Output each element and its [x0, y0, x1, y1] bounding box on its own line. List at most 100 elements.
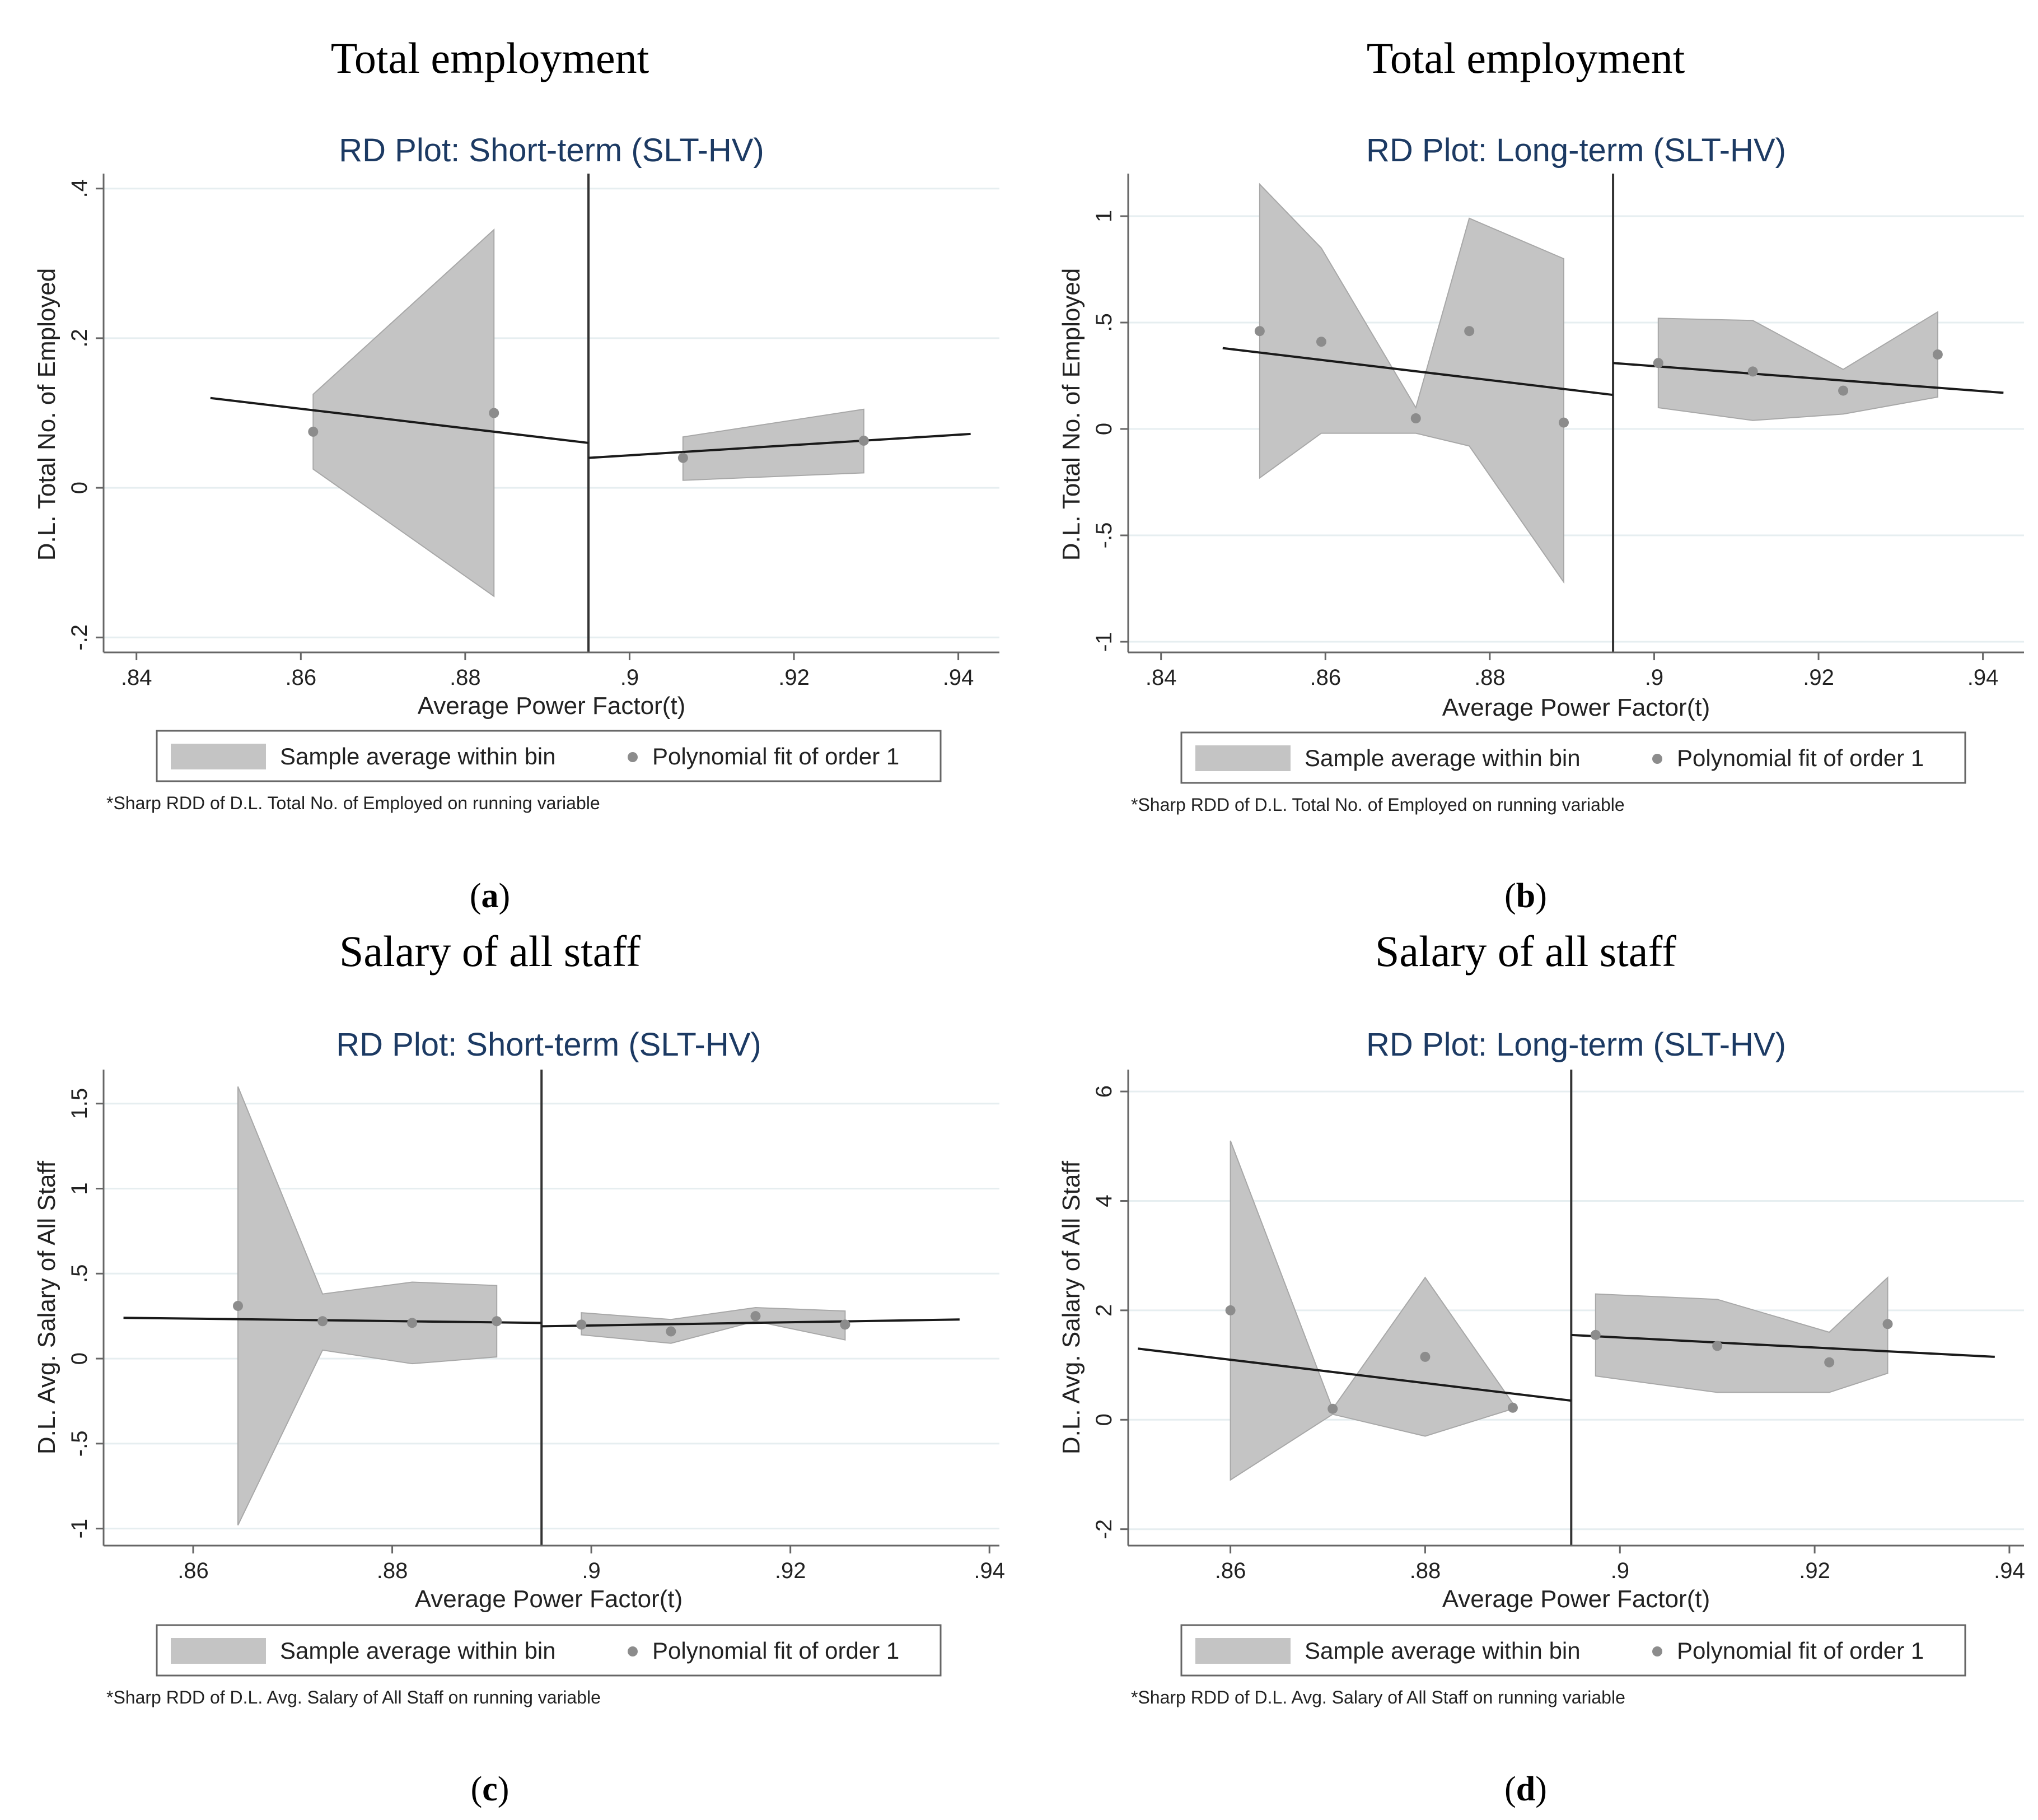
- panel-b-bin-point-8: [1932, 349, 1943, 360]
- panel-d-x-tick-label-1: .88: [1410, 1558, 1441, 1583]
- panel-c-y-tick-label-0: -1: [67, 1519, 92, 1539]
- panel-a-y-tick-label-2: .2: [67, 329, 92, 347]
- panel-c-bin-point-3: [492, 1316, 502, 1327]
- panel-b-bin-point-2: [1410, 413, 1421, 423]
- panel-a-plot-title: RD Plot: Short-term (SLT-HV): [339, 132, 764, 169]
- panel-d-x-axis-label: Average Power Factor(t): [1442, 1585, 1710, 1613]
- panel-c-bin-point-2: [407, 1318, 418, 1328]
- panel-a-fit-line-left: [210, 396, 589, 444]
- panel-b-ci-band-right: [1657, 311, 1938, 421]
- panel-b-fit-line-right: [1612, 362, 2004, 394]
- panel-a-bin-point-1: [489, 408, 499, 418]
- panel-c-ci-band-left: [237, 1086, 498, 1526]
- panel-d-legend-dot-marker: [1652, 1646, 1662, 1656]
- panel-c-y-tick-label-4: 1: [67, 1182, 92, 1194]
- panel-d-bin-point-5: [1712, 1341, 1723, 1351]
- panel-b-y-tick-label-2: 0: [1092, 423, 1116, 435]
- panel-a-x-tick-label-3: .9: [620, 665, 639, 690]
- panel-b-bin-point-3: [1464, 326, 1475, 337]
- panel-d-legend-band-label: Sample average within bin: [1305, 1637, 1581, 1664]
- panel-c-legend-dot-marker: [628, 1646, 638, 1656]
- panel-b-y-axis-label: D.L. Total No. of Employed: [1058, 268, 1085, 561]
- panel-c-legend-band-label: Sample average within bin: [280, 1637, 556, 1664]
- panel-d-legend-band-swatch: [1195, 1638, 1291, 1664]
- panel-c-note: *Sharp RDD of D.L. Avg. Salary of All St…: [106, 1687, 601, 1707]
- panel-b-bin-point-4: [1558, 417, 1569, 428]
- panel-b-bin-point-0: [1254, 326, 1265, 337]
- panel-b-legend-band-swatch: [1195, 745, 1291, 771]
- panel-a-x-tick-label-4: .92: [778, 665, 810, 690]
- panel-c-y-tick-label-3: .5: [67, 1264, 92, 1283]
- panel-d-letter-value: d: [1516, 1770, 1535, 1808]
- panel-a-bin-point-0: [308, 426, 319, 437]
- panel-c-bin-point-1: [317, 1316, 328, 1327]
- panel-c-fit-line-right: [541, 1318, 960, 1328]
- panel-a-note: *Sharp RDD of D.L. Total No. of Employed…: [106, 793, 600, 813]
- panel-b-y-tick-label-1: -.5: [1092, 522, 1116, 549]
- panel-a: Total employment RD Plot: Short-term (SL…: [33, 34, 999, 915]
- panel-d-y-axis-label: D.L. Avg. Salary of All Staff: [1058, 1160, 1085, 1454]
- panel-a-legend: Sample average within bin Polynomial fit…: [156, 730, 942, 782]
- panel-a-ci-band-right: [682, 408, 864, 481]
- panel-d-y-tick-label-3: 4: [1092, 1194, 1116, 1207]
- panel-d-y-tick-label-4: 6: [1092, 1085, 1116, 1098]
- panel-a-x-tick-label-0: .84: [121, 665, 152, 690]
- panel-c-bin-point-7: [840, 1319, 850, 1330]
- panel-c-y-axis-label: D.L. Avg. Salary of All Staff: [33, 1160, 60, 1454]
- panel-d: Salary of all staff RD Plot: Long-term (…: [1058, 927, 2025, 1808]
- panel-a-y-tick-label-1: 0: [67, 482, 92, 494]
- panel-b-x-tick-label-0: .84: [1146, 665, 1177, 690]
- panel-c-bin-point-5: [666, 1326, 676, 1337]
- panel-b-x-tick-label-1: .86: [1310, 665, 1341, 690]
- panel-a-fit-line-right: [588, 432, 971, 459]
- panel-a-letter-value: a: [482, 877, 499, 915]
- panel-c-legend-dot-label: Polynomial fit of order 1: [652, 1637, 899, 1664]
- panel-b-letter-value: b: [1516, 877, 1535, 915]
- panel-b-bin-point-6: [1747, 366, 1758, 377]
- panel-a-plot: -.2 0 .2 .4 .84 .86 .88 .9 .92 .94: [67, 174, 999, 690]
- panel-a-y-tick-label-3: .4: [67, 179, 92, 198]
- panel-b-legend-band-label: Sample average within bin: [1305, 745, 1581, 771]
- panel-c-ci-band-right: [581, 1306, 846, 1344]
- panel-c-fit-line-left: [123, 1317, 542, 1324]
- panel-d-legend: Sample average within bin Polynomial fit…: [1180, 1624, 1966, 1677]
- panel-b-y-tick-label-3: .5: [1092, 313, 1116, 332]
- panel-c-x-tick-label-0: .86: [177, 1558, 209, 1583]
- panel-c-bin-point-4: [576, 1319, 587, 1330]
- panel-c-letter-value: c: [482, 1770, 498, 1808]
- panel-c: Salary of all staff RD Plot: Short-term …: [33, 927, 1005, 1808]
- panel-d-bin-point-7: [1882, 1319, 1893, 1329]
- panel-d-x-tick-label-0: .86: [1215, 1558, 1246, 1583]
- panel-c-y-tick-label-2: 0: [67, 1352, 92, 1365]
- panel-a-x-axis-label: Average Power Factor(t): [418, 692, 685, 720]
- panel-b-ci-band-left: [1259, 183, 1564, 584]
- panel-c-x-tick-label-4: .94: [974, 1558, 1005, 1583]
- panel-b-x-tick-label-5: .94: [1967, 665, 1999, 690]
- panel-c-plot: -1 -.5 0 .5 1 1.5 .86 .88 .9 .92 .94: [67, 1070, 1005, 1583]
- panel-b-legend: Sample average within bin Polynomial fit…: [1180, 731, 1966, 784]
- panel-b-legend-dot-marker: [1652, 754, 1662, 764]
- panel-b-bin-point-1: [1316, 337, 1326, 347]
- panel-d-y-tick-label-1: 0: [1092, 1413, 1116, 1426]
- panel-c-x-axis-label: Average Power Factor(t): [415, 1585, 683, 1613]
- panel-d-note: *Sharp RDD of D.L. Avg. Salary of All St…: [1131, 1687, 1625, 1707]
- panel-b-bin-point-5: [1653, 358, 1663, 368]
- panel-a-ci-band-left: [312, 228, 495, 598]
- panel-d-x-tick-label-4: .94: [1994, 1558, 2025, 1583]
- panel-a-x-tick-label-1: .86: [285, 665, 316, 690]
- panel-b-legend-box: [1180, 731, 1966, 784]
- panel-c-y-tick-label-5: 1.5: [67, 1088, 92, 1119]
- panel-c-x-tick-label-1: .88: [377, 1558, 408, 1583]
- panel-b-x-tick-label-3: .9: [1645, 665, 1663, 690]
- panel-a-legend-band-label: Sample average within bin: [280, 743, 556, 769]
- panel-d-x-tick-label-3: .92: [1799, 1558, 1830, 1583]
- panel-d-bin-point-1: [1327, 1403, 1338, 1414]
- panel-d-ci-band-right: [1595, 1276, 1889, 1393]
- panel-a-bin-point-3: [858, 435, 869, 446]
- panel-b-heading: Total employment: [1367, 34, 1685, 82]
- panel-d-y-tick-label-2: 2: [1092, 1304, 1116, 1317]
- panel-b-legend-dot-label: Polynomial fit of order 1: [1677, 745, 1924, 771]
- panel-d-legend-dot-label: Polynomial fit of order 1: [1677, 1637, 1924, 1664]
